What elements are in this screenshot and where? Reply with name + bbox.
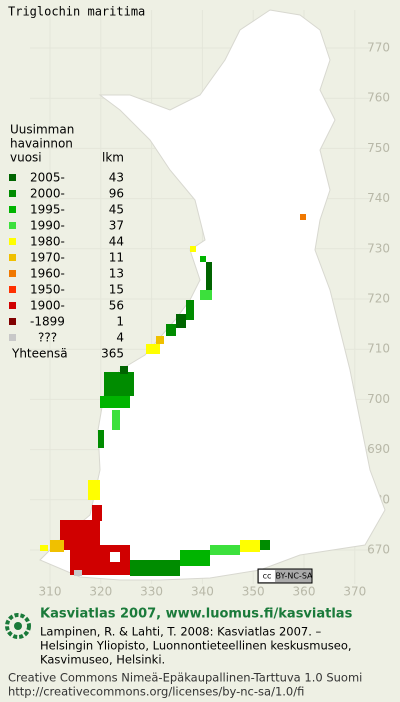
y-tick-label: 710 [367,342,390,356]
license-line: Creative Commons Nimeä-Epäkaupallinen-Ta… [8,671,362,685]
y-tick-label: 690 [367,442,390,456]
legend-swatch [9,174,16,181]
legend-total-label: Yhteensä [11,347,68,361]
badge-text: BY-NC-SA [275,572,313,581]
y-tick-label: 700 [367,392,390,406]
legend-count: 96 [109,187,124,201]
legend-label: 1990- [30,219,65,233]
x-tick-label: 310 [39,585,62,599]
x-tick-label: 370 [343,585,366,599]
x-tick-label: 320 [89,585,112,599]
legend-swatch [9,238,16,245]
legend-swatch [9,206,16,213]
y-tick-label: 750 [367,141,390,155]
legend-label: 1900- [30,299,65,313]
legend-label: ??? [38,331,57,345]
observation-squares [40,214,306,576]
title: Triglochin maritima [8,5,145,19]
legend-swatch [9,318,16,325]
legend-swatch [9,254,16,261]
legend-swatch [9,302,16,309]
legend-count: 44 [109,235,124,249]
legend-label: -1899 [30,315,65,329]
license-line: http://creativecommons.org/licenses/by-n… [8,685,304,699]
citation-line: Lampinen, R. & Lahti, T. 2008: Kasviatla… [40,625,322,639]
x-tick-label: 340 [191,585,214,599]
footer-heading: Kasviatlas 2007, www.luomus.fi/kasviatla… [40,607,353,622]
legend-count: 4 [116,331,124,345]
y-tick-label: 740 [367,191,390,205]
cc-icon: cc [263,572,272,581]
finland-outline [39,9,386,581]
y-tick-label: 760 [367,91,390,105]
legend-count-header: lkm [102,151,124,165]
citation-line: Kasvimuseo, Helsinki. [40,653,165,667]
legend-header: Uusimman [10,123,74,137]
legend-total: 365 [101,347,124,361]
legend-count: 13 [109,267,124,281]
footer: Lampinen, R. & Lahti, T. 2008: Kasviatla… [8,625,362,699]
cc-badge: cc BY-NC-SA [257,568,313,584]
legend-swatch [9,270,16,277]
x-tick-label: 330 [140,585,163,599]
legend-label: 1995- [30,203,65,217]
x-tick-label: 350 [242,585,265,599]
legend-count: 45 [109,203,124,217]
legend-count: 1 [116,315,124,329]
legend-label: 1960- [30,267,65,281]
legend-header: havainnon [10,137,73,151]
legend-count: 56 [109,299,124,313]
legend-label: 2005- [30,171,65,185]
legend-swatch [9,334,16,341]
y-tick-label: 670 [367,543,390,557]
legend-label: 1980- [30,235,65,249]
logo [5,613,31,639]
legend-label: 1950- [30,283,65,297]
y-tick-label: 720 [367,292,390,306]
legend-label: 2000- [30,187,65,201]
legend-swatch [9,190,16,197]
citation-line: Helsingin Yliopisto, Luonnontieteellinen… [40,639,352,653]
legend-swatch [9,286,16,293]
y-tick-label: 770 [367,41,390,55]
y-tick-label: 730 [367,241,390,255]
legend-count: 43 [109,171,124,185]
legend-swatch [9,222,16,229]
legend-count: 15 [109,283,124,297]
legend-count: 37 [109,219,124,233]
legend-count: 11 [109,251,124,265]
legend-label: 1970- [30,251,65,265]
x-tick-label: 360 [293,585,316,599]
legend-header: vuosi [10,151,42,165]
